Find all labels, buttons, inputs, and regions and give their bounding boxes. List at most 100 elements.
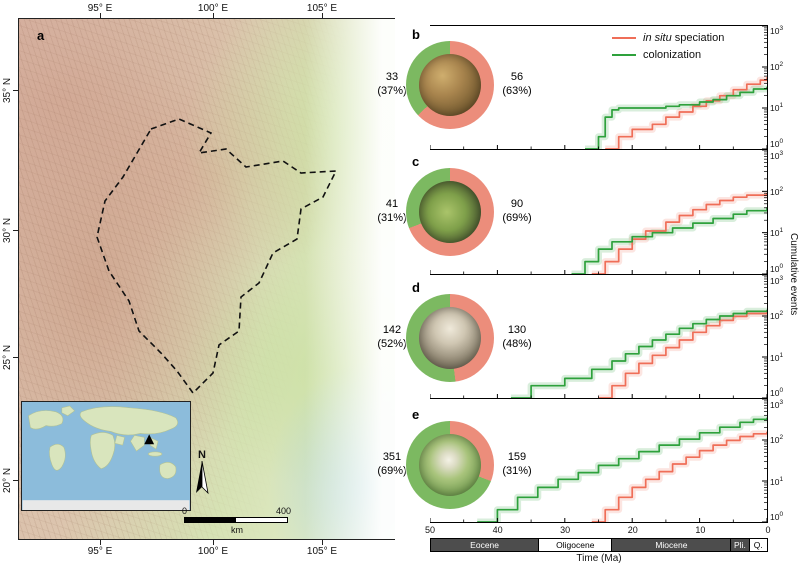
epoch-miocene: Miocene xyxy=(612,539,732,551)
in-situ-count-d: 130 (48%) xyxy=(502,324,532,350)
colonization-count-e: 351 (69%) xyxy=(377,451,407,477)
legend-item-colonization: colonization xyxy=(612,46,724,63)
north-label: N xyxy=(198,449,206,461)
world-map-canvas xyxy=(22,405,190,510)
x-axis-tick-label: 20 xyxy=(627,525,638,535)
y-axis-tick-label: 102 xyxy=(770,185,784,197)
donut-chart-b xyxy=(406,41,494,129)
lon-label-top: 100° E xyxy=(197,3,229,14)
lat-tick xyxy=(13,357,18,358)
x-axis-tick-label: 50 xyxy=(424,525,436,535)
scale-start-label: 0 xyxy=(182,506,188,516)
y-axis-tick-label: 103 xyxy=(770,399,784,410)
scale-end-label: 400 xyxy=(276,506,292,516)
in-situ-count-c: 90 (69%) xyxy=(502,198,532,224)
lat-tick xyxy=(13,90,18,91)
panel-e-label: e xyxy=(412,407,420,422)
colonization-count-c: 41 (31%) xyxy=(377,198,407,224)
y-axis-tick-label: 102 xyxy=(770,434,784,446)
monkey-photo xyxy=(419,307,481,369)
inset-world-map xyxy=(21,401,191,511)
epoch-eocene: Eocene xyxy=(431,539,540,551)
lat-label: 20° N xyxy=(2,467,13,493)
lat-tick xyxy=(13,230,18,231)
y-axis-tick-label: 100 xyxy=(770,138,784,149)
time-axis-tick-labels: 50 40 30 20 10 0 xyxy=(425,525,771,536)
lon-tick xyxy=(322,540,323,545)
colonization-line-swatch xyxy=(612,53,636,56)
y-axis-tick-label: 103 xyxy=(770,25,784,36)
legend-label-in-situ: in situ speciation xyxy=(643,31,725,44)
compass-needle-icon xyxy=(196,460,209,495)
x-axis-tick-label: 10 xyxy=(695,525,706,535)
chart-canvas-b xyxy=(430,26,767,149)
cumulative-events-chart-b xyxy=(430,25,768,150)
y-axis-tick-label: 103 xyxy=(770,275,784,286)
y-axis-tick-label: 100 xyxy=(770,387,784,398)
lat-label: 30° N xyxy=(2,217,13,243)
lon-tick xyxy=(322,13,323,18)
lon-tick xyxy=(100,540,101,545)
scale-bar-segments xyxy=(184,517,288,523)
legend: in situ speciation colonization xyxy=(612,29,724,63)
colonization-count-b: 33 (37%) xyxy=(377,71,407,97)
colonization-count-d: 142 (52%) xyxy=(377,324,407,350)
map-right-fade xyxy=(305,19,395,539)
epoch-pli: Pli. xyxy=(731,539,750,551)
y-axis-tick-label: 102 xyxy=(770,310,784,322)
crane-photo xyxy=(419,434,481,496)
y-axis-tick-label: 100 xyxy=(770,263,784,274)
lon-label-top: 95° E xyxy=(87,3,113,14)
y-axis-tick-label: 102 xyxy=(770,60,784,72)
x-axis-tick-label: 30 xyxy=(560,525,571,535)
lon-label-top: 105° E xyxy=(306,3,338,14)
panel-a-label: a xyxy=(37,28,45,43)
study-region-marker xyxy=(144,434,155,445)
topographic-map: a N xyxy=(18,18,395,540)
lat-label: 35° N xyxy=(2,77,13,103)
in-situ-line-swatch xyxy=(612,36,636,39)
panel-b-label: b xyxy=(412,27,420,42)
lat-tick xyxy=(13,480,18,481)
panel-d-label: d xyxy=(412,280,420,295)
lizard-photo xyxy=(419,181,481,243)
y-axis-tick-labels: 103 102 101 100 103 102 101 100 103 102 101 100 103 1… xyxy=(770,0,796,565)
in-situ-count-b: 56 (63%) xyxy=(502,71,532,97)
y-axis-tick-label: 101 xyxy=(770,351,784,363)
lon-tick xyxy=(100,13,101,18)
panel-c-label: c xyxy=(412,154,420,169)
donut-chart-d xyxy=(406,294,494,382)
lon-label-bottom: 105° E xyxy=(306,546,338,557)
in-situ-count-e: 159 (31%) xyxy=(502,451,532,477)
lon-tick xyxy=(213,540,214,545)
epoch-q: Q. xyxy=(749,539,767,551)
geologic-epoch-bar: Eocene Oligocene Miocene Pli. Q. xyxy=(430,538,768,552)
y-axis-tick-label: 101 xyxy=(770,475,784,487)
lat-label: 25° N xyxy=(2,344,13,370)
donut-chart-c xyxy=(406,168,494,256)
donut-chart-e xyxy=(406,421,494,509)
chart-canvas-c xyxy=(430,150,767,274)
lon-label-bottom: 95° E xyxy=(87,546,113,557)
scale-bar: 0 400 km xyxy=(182,506,294,536)
lon-label-bottom: 100° E xyxy=(197,546,229,557)
lon-tick xyxy=(213,13,214,18)
chart-canvas-d xyxy=(430,275,767,398)
toad-photo xyxy=(419,54,481,116)
y-axis-tick-label: 101 xyxy=(770,227,784,239)
x-axis-tick-label: 0 xyxy=(765,525,771,535)
legend-label-colonization: colonization xyxy=(643,48,702,61)
y-axis-label: Cumulative events xyxy=(788,232,799,316)
time-axis-label: Time (Ma) xyxy=(576,553,622,564)
y-axis-tick-label: 101 xyxy=(770,102,784,114)
study-region-outline xyxy=(96,118,338,395)
cumulative-events-chart-d xyxy=(430,275,768,399)
north-arrow: N xyxy=(192,449,212,511)
epoch-oligocene: Oligocene xyxy=(539,539,613,551)
cumulative-events-chart-e xyxy=(430,399,768,523)
y-axis-tick-label: 103 xyxy=(770,150,784,161)
cumulative-events-chart-c xyxy=(430,150,768,275)
legend-item-in-situ: in situ speciation xyxy=(612,29,724,46)
scale-unit-label: km xyxy=(231,525,243,535)
